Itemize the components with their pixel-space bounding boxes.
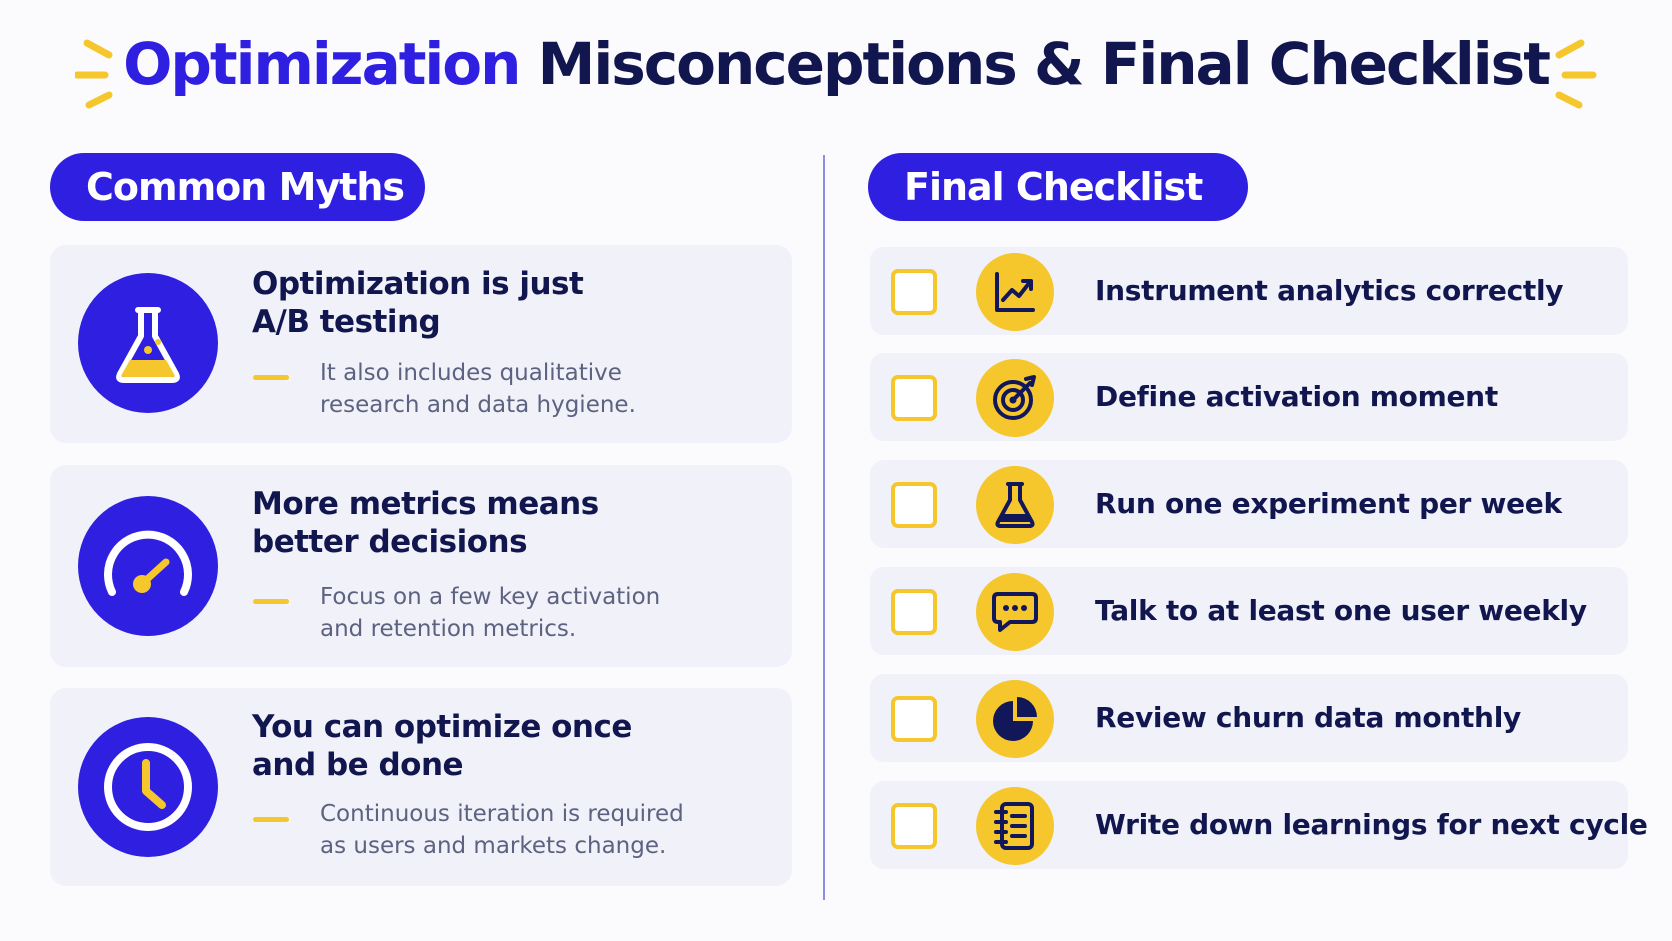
myth-dash [253, 817, 289, 822]
title-accent: Optimization [123, 30, 521, 98]
checklist-item: Talk to at least one user weekly [870, 567, 1628, 655]
line-chart-icon [976, 253, 1054, 331]
myth-card-metrics: More metrics means better decisions Focu… [50, 465, 792, 667]
checklist-heading: Final Checklist [868, 153, 1248, 221]
checkbox[interactable] [891, 803, 937, 849]
checklist-item-label: Talk to at least one user weekly [1095, 594, 1587, 627]
checklist-item: Run one experiment per week [870, 460, 1628, 548]
checklist-item: Define activation moment [870, 353, 1628, 441]
column-divider [823, 155, 825, 900]
checkbox[interactable] [891, 269, 937, 315]
target-icon [976, 359, 1054, 437]
notebook-icon [976, 787, 1054, 865]
sparkle-left-icon [75, 39, 113, 109]
myth-description: It also includes qualitative research an… [320, 360, 636, 419]
checkbox[interactable] [891, 375, 937, 421]
checklist-item: Write down learnings for next cycle [870, 781, 1648, 869]
checkbox[interactable] [891, 589, 937, 635]
checklist-item: Instrument analytics correctly [870, 247, 1628, 335]
page-title: Optimization Misconceptions & Final Chec… [0, 30, 1672, 98]
flask-icon [78, 273, 218, 413]
myths-heading: Common Myths [50, 153, 425, 221]
sparkle-right-icon [1555, 39, 1597, 109]
pie-chart-icon [976, 680, 1054, 758]
myth-title: You can optimize once and be done [252, 709, 632, 784]
myth-dash [253, 599, 289, 604]
flask-icon [976, 466, 1054, 544]
checklist-item-label: Write down learnings for next cycle [1095, 808, 1648, 841]
checklist-item: Review churn data monthly [870, 674, 1628, 762]
myth-card-optimize-once: You can optimize once and be done Contin… [50, 688, 792, 886]
clock-icon [78, 717, 218, 857]
checklist-item-label: Instrument analytics correctly [1095, 274, 1564, 307]
checklist-item-label: Run one experiment per week [1095, 487, 1562, 520]
chat-bubble-icon [976, 573, 1054, 651]
checklist-item-label: Define activation moment [1095, 380, 1498, 413]
checklist-item-label: Review churn data monthly [1095, 701, 1521, 734]
myth-dash [253, 375, 289, 380]
myth-title: Optimization is just A/B testing [252, 266, 584, 341]
title-rest: Misconceptions & Final Checklist [537, 30, 1551, 98]
myth-description: Continuous iteration is required as user… [320, 801, 684, 860]
myth-title: More metrics means better decisions [252, 486, 599, 561]
checkbox[interactable] [891, 696, 937, 742]
myth-description: Focus on a few key activation and retent… [320, 584, 661, 643]
checkbox[interactable] [891, 482, 937, 528]
myth-card-ab-testing: Optimization is just A/B testing It also… [50, 245, 792, 443]
gauge-icon [78, 496, 218, 636]
